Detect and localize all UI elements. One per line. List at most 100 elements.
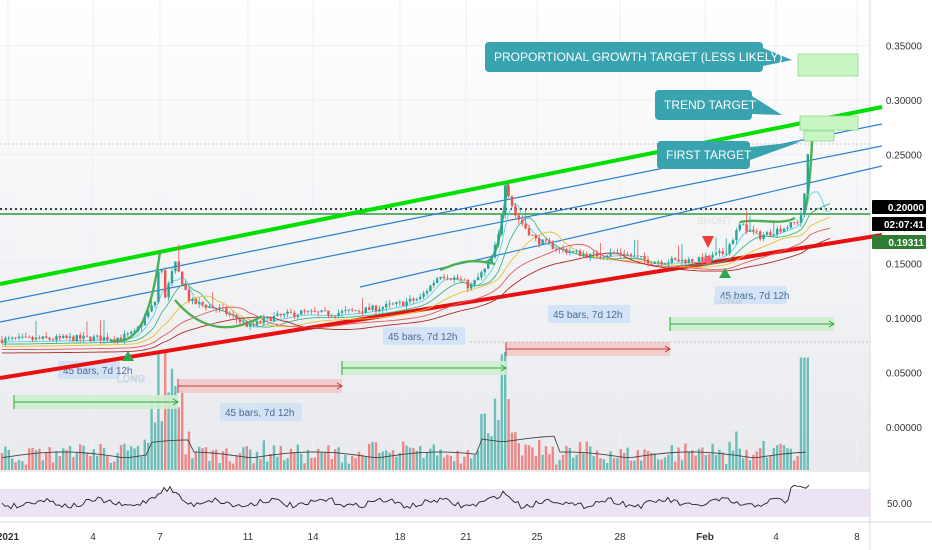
candle-body [558,248,561,250]
price-badge-bg [872,217,926,231]
volume-bar [164,352,167,470]
candle-body [408,298,412,302]
range-label-text: 45 bars, 7d 12h [225,408,295,419]
candle-body [776,228,779,235]
candle-body [759,231,762,240]
candle-body [643,255,646,260]
volume-bar [174,385,177,470]
candle-body [238,319,242,322]
volume-bar [194,451,197,470]
volume-bar [191,458,194,470]
volume-bar [201,448,204,470]
volume-bar [684,443,687,470]
price-badge: 0.19311 [872,235,926,249]
volume-bar [269,454,272,470]
candle-body [653,262,656,264]
candle-body [582,254,585,257]
time-tick-label: 28 [614,532,626,543]
volume-bar [565,445,568,470]
volume-bar [660,459,663,470]
candle-body [147,311,150,317]
rsi-line [1,484,810,510]
candle-body [364,307,367,313]
volume-bar [776,445,779,470]
volume-bar [283,460,286,470]
candle-body [323,310,327,312]
volume-bar [725,464,728,470]
candle-body [293,312,296,317]
candle-body [538,238,541,245]
volume-bar [102,448,106,470]
candle-body [11,337,14,339]
volume-bar [524,444,527,470]
volume-bar [286,458,289,470]
volume-bar [446,454,449,470]
volume-bar [762,440,765,470]
long-signal: LONG [714,268,743,307]
candle-body [412,298,415,301]
volume-bar [99,443,102,470]
volume-bar [609,451,612,470]
volume-bar [517,443,520,470]
volume-bar [432,444,435,470]
candle-body [354,310,357,312]
volume-bar [701,447,704,470]
candle-body [272,316,276,322]
candle-body [374,305,378,312]
pattern-curve [739,216,796,224]
candle-body [769,232,772,236]
volume-bar [388,452,391,470]
price-tick-label: 0.05000 [886,369,923,380]
price-axis[interactable]: 0.35000 0.30000 0.25000 0.15000 0.10000 0.050… [872,42,926,511]
candle-body [235,315,238,320]
volume-bar [493,398,497,470]
time-tick-label: 18 [394,532,406,543]
short-signal: SHORT [697,216,732,264]
volume-bar [793,460,796,470]
time-axis[interactable]: 2021 4 7 11 14 18 21 25 28 Feb 4 8 [0,532,860,543]
candle-body [184,284,187,290]
volume-bar [21,461,24,470]
volume-bar [507,399,510,470]
volume-bar [242,447,245,470]
volume-bar [779,443,782,470]
candle-body [541,239,544,245]
candle-body [748,229,752,232]
volume-bar [510,432,514,470]
volume-bar [572,457,575,470]
range-label-text: 45 bars, 7d 12h [553,310,623,321]
range-label-bg [220,403,302,421]
volume-bar [266,461,269,470]
volume-bar [436,455,439,470]
candle-body [793,222,796,223]
volume-bar [551,446,554,470]
candle-body [395,302,398,304]
volume-bar [38,448,41,470]
candle-body [599,256,602,258]
candle-body [381,307,384,310]
candle-body [310,310,313,312]
volume-bar [259,458,262,470]
volume-bar [640,460,643,470]
price-badge: 0.20000 [872,200,926,214]
volume-bar [585,441,588,470]
volume-bar [606,462,609,470]
callout-tail [750,142,800,160]
volume-bar [782,445,786,470]
volume-bar [456,450,459,470]
candle-body [701,257,704,262]
candle-body [187,289,191,302]
candle-body [140,325,143,327]
volume-bar [34,450,38,470]
time-tick-label: 7 [157,532,163,543]
volume-bar [147,442,150,470]
volume-bar [558,459,561,470]
volume-bar [650,452,653,470]
candle-body [772,234,775,236]
candle-body [136,326,140,331]
candle-body [201,301,204,305]
candle-body [517,215,520,220]
candle-body [473,280,476,285]
candle-body [327,310,330,316]
volume-bar [160,421,163,470]
